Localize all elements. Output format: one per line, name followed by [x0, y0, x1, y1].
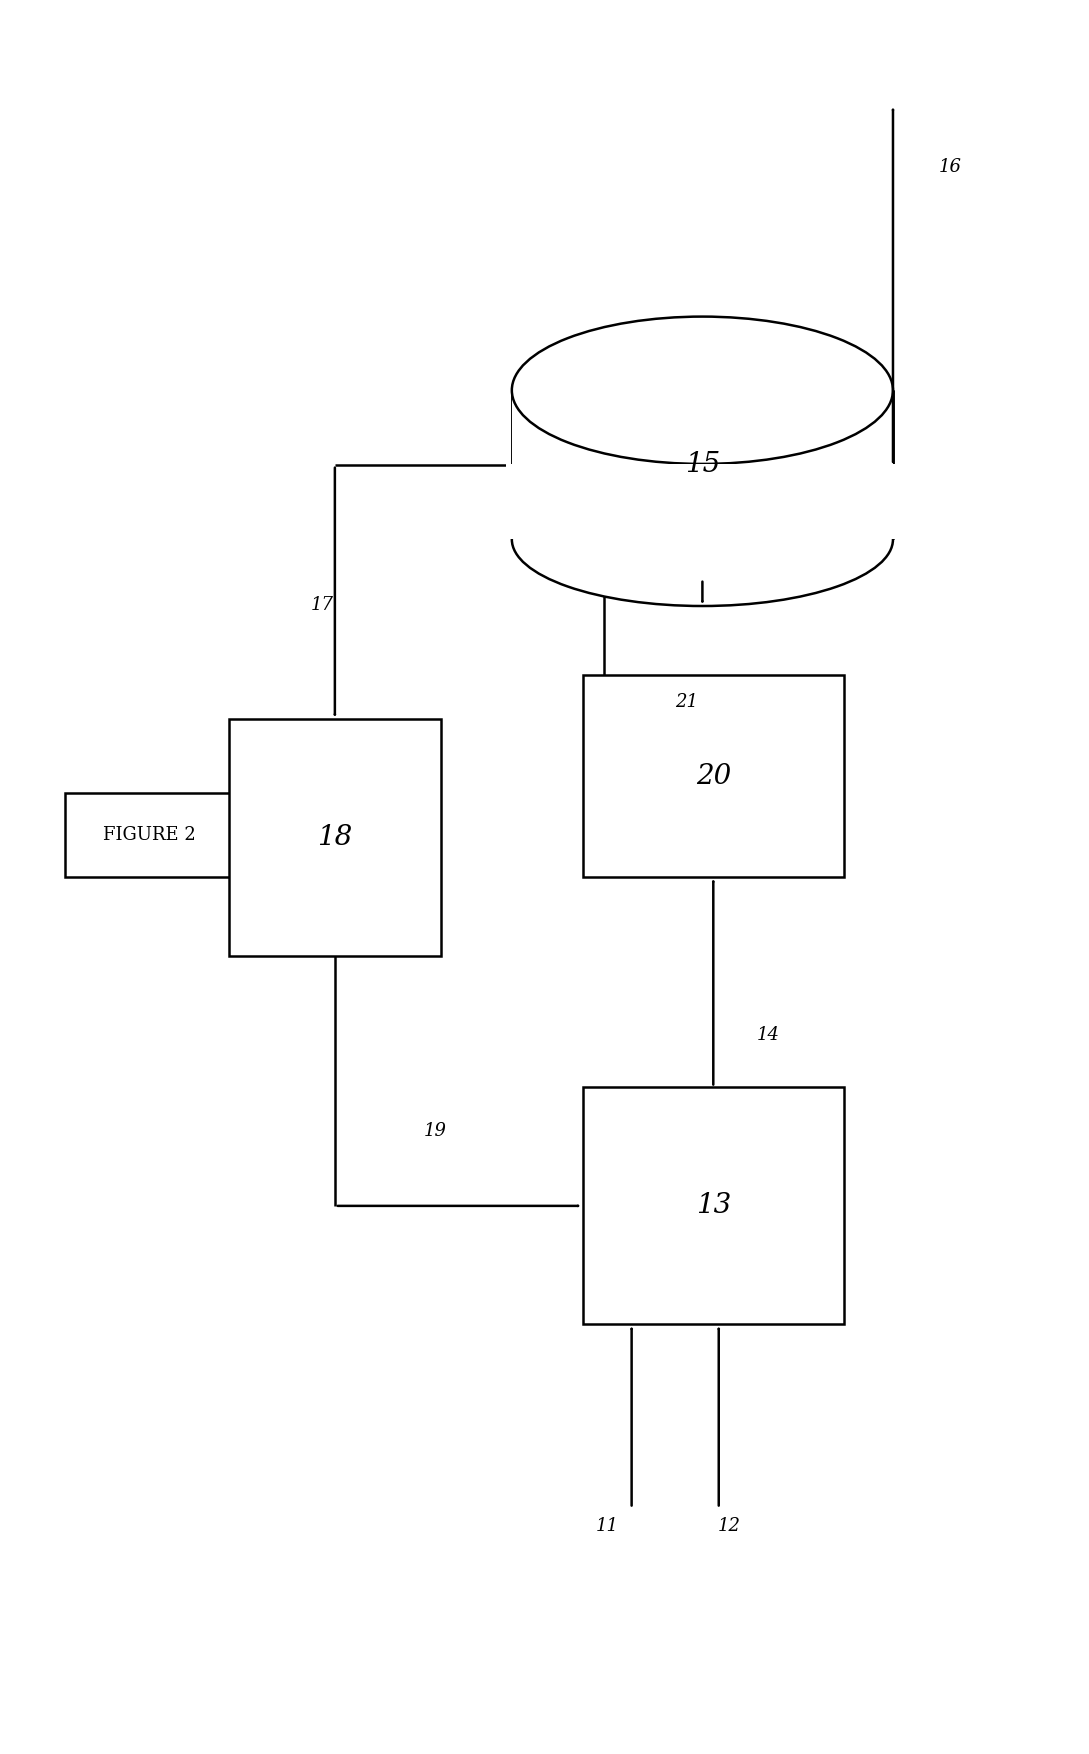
Text: FIGURE 2: FIGURE 2 [103, 826, 196, 844]
Ellipse shape [512, 472, 893, 607]
Text: 17: 17 [310, 596, 333, 614]
Bar [583, 675, 844, 877]
Bar [583, 1087, 844, 1324]
Text: 18: 18 [317, 824, 353, 851]
Text: 16: 16 [939, 158, 962, 175]
Bar [65, 793, 234, 877]
Ellipse shape [512, 317, 893, 463]
Text: 13: 13 [696, 1193, 731, 1219]
Text: 11: 11 [596, 1517, 620, 1535]
Bar [229, 719, 441, 956]
Text: 12: 12 [718, 1517, 742, 1535]
Text: 19: 19 [424, 1123, 448, 1140]
Text: 21: 21 [675, 693, 698, 710]
Text: 15: 15 [685, 451, 720, 479]
Text: 20: 20 [696, 763, 731, 789]
Bar [506, 463, 898, 540]
Text: 14: 14 [757, 1026, 780, 1044]
Bar [512, 391, 893, 540]
